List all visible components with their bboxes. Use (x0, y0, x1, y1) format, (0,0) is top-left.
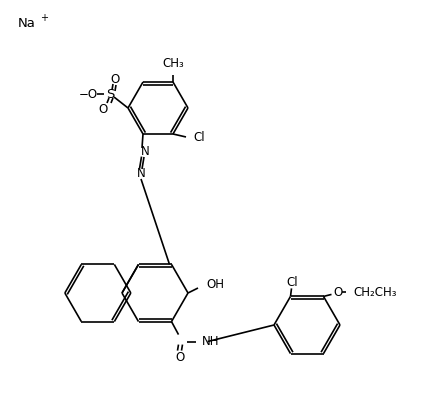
Text: CH₂CH₃: CH₂CH₃ (354, 286, 397, 299)
Text: CH₃: CH₃ (162, 57, 184, 70)
Text: Cl: Cl (287, 276, 298, 289)
Text: −O: −O (78, 87, 97, 100)
Text: Na: Na (18, 17, 36, 30)
Text: O: O (98, 102, 108, 115)
Text: O: O (111, 72, 119, 85)
Text: Cl: Cl (193, 132, 205, 145)
Text: +: + (40, 13, 48, 23)
Text: S: S (106, 87, 114, 100)
Text: O: O (176, 351, 185, 364)
Text: N: N (141, 145, 149, 158)
Text: NH: NH (201, 335, 219, 348)
Text: OH: OH (206, 279, 224, 292)
Text: O: O (333, 286, 342, 299)
Text: N: N (137, 167, 145, 180)
